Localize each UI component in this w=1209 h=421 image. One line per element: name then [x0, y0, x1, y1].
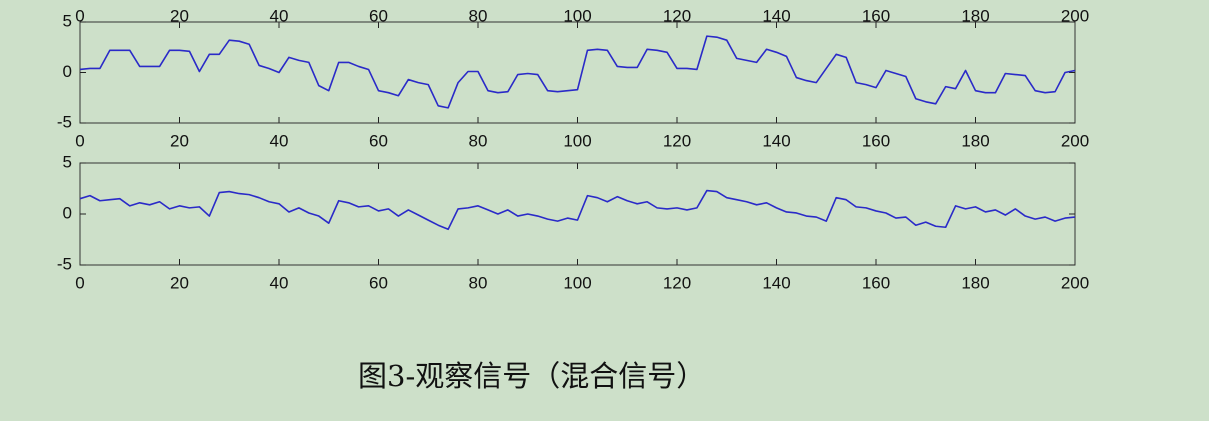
x-tick-label: 20: [170, 6, 189, 25]
x-tick-label: 200: [1061, 273, 1089, 292]
x-tick-label: 40: [270, 273, 289, 292]
x-tick-label: 0: [75, 131, 84, 150]
y-tick-label: -5: [57, 254, 72, 273]
x-tick-label: 120: [663, 6, 691, 25]
x-tick-label: 20: [170, 131, 189, 150]
signal-line: [79, 189, 1076, 231]
x-tick-label: 120: [663, 273, 691, 292]
x-tick-label: 180: [961, 273, 989, 292]
x-tick-label: 80: [469, 273, 488, 292]
y-tick-label: 5: [63, 11, 72, 30]
signal-line: [79, 35, 1076, 109]
x-tick-label: 140: [762, 273, 790, 292]
caption: 图3-观察信号（混合信号）: [358, 359, 705, 393]
x-tick-label: 180: [961, 6, 989, 25]
x-tick-label: 140: [762, 131, 790, 150]
plot-frame: [79, 21, 1076, 124]
x-tick-label: 100: [563, 6, 591, 25]
y-tick-label: 5: [63, 152, 72, 171]
x-tick-label: 40: [270, 131, 289, 150]
x-tick-label: 0: [75, 6, 84, 25]
x-tick-label: 160: [862, 6, 890, 25]
x-tick-label: 200: [1061, 131, 1089, 150]
x-tick-label: 60: [369, 273, 388, 292]
x-tick-label: 80: [469, 131, 488, 150]
x-tick-label: 160: [862, 131, 890, 150]
x-tick-label: 180: [961, 131, 989, 150]
y-tick-label: 0: [63, 62, 72, 81]
y-tick-label: -5: [57, 112, 72, 131]
x-tick-label: 60: [369, 131, 388, 150]
x-tick-label: 80: [469, 6, 488, 25]
x-tick-label: 120: [663, 131, 691, 150]
x-tick-label: 100: [563, 273, 591, 292]
y-tick-label: 0: [63, 203, 72, 222]
x-tick-label: 60: [369, 6, 388, 25]
plot-frame: [79, 162, 1076, 266]
x-tick-label: 0: [75, 273, 84, 292]
x-tick-label: 20: [170, 273, 189, 292]
x-tick-label: 40: [270, 6, 289, 25]
x-tick-label: 100: [563, 131, 591, 150]
x-tick-label: 160: [862, 273, 890, 292]
x-tick-label: 140: [762, 6, 790, 25]
x-tick-label: 200: [1061, 6, 1089, 25]
